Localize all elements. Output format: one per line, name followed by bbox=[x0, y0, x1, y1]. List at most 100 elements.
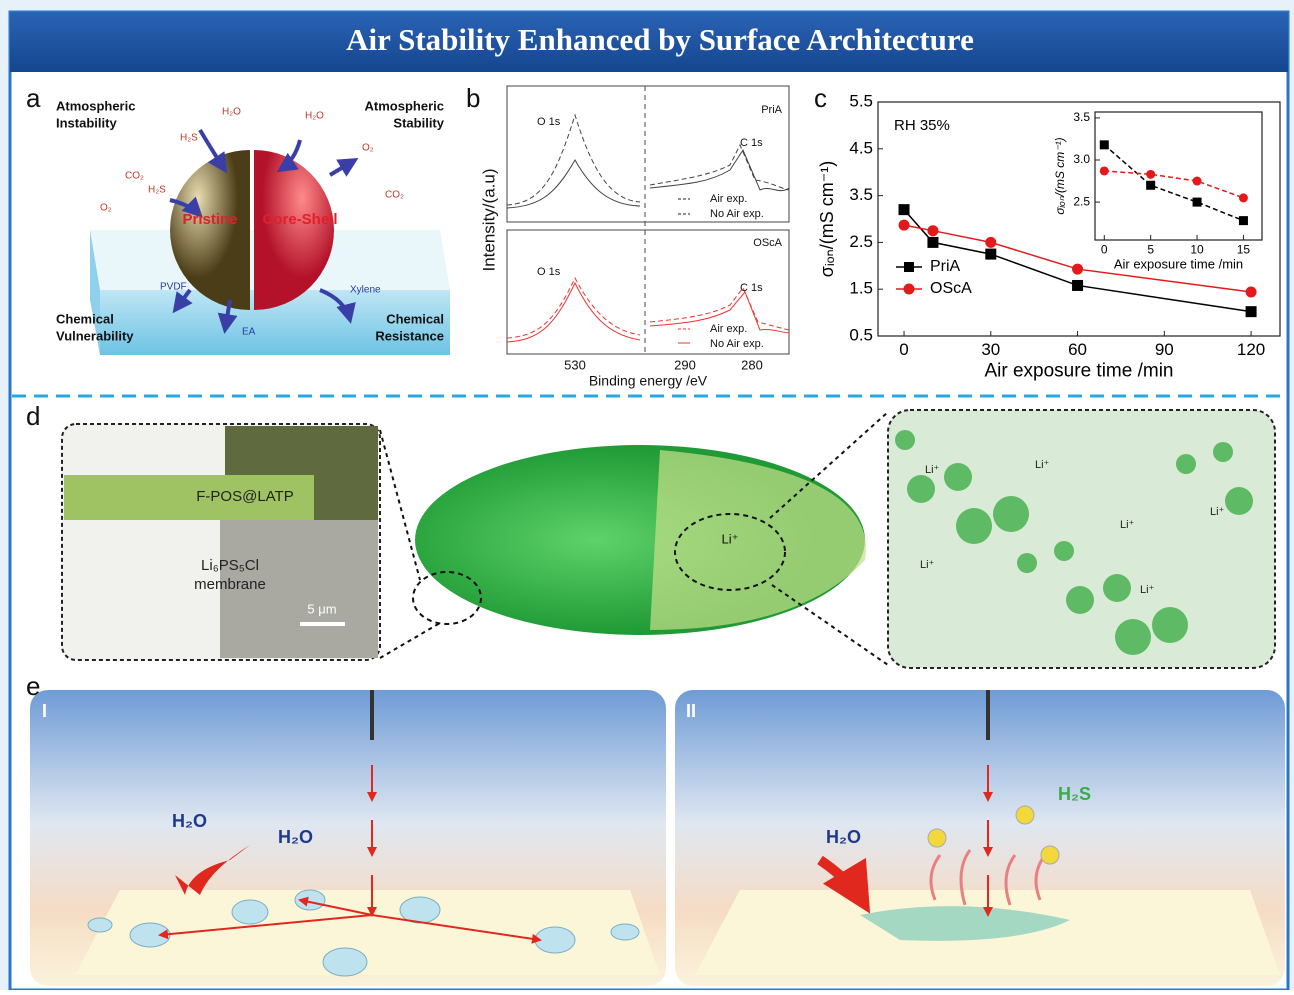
x-tick-label: 290 bbox=[674, 357, 696, 372]
label: Instability bbox=[56, 115, 117, 130]
sample-label: OScA bbox=[753, 237, 782, 249]
legend-label: No Air exp. bbox=[710, 208, 764, 220]
header-title: Air Stability Enhanced by Surface Archit… bbox=[346, 22, 974, 57]
x-tick-label: 10 bbox=[1190, 242, 1204, 256]
data-point bbox=[1146, 170, 1155, 179]
molecule-label: H₂O bbox=[172, 811, 207, 831]
x-tick-label: 0 bbox=[899, 340, 908, 359]
molecule-label: PVDF bbox=[160, 282, 187, 293]
ion-label: Li⁺ bbox=[925, 464, 940, 476]
x-tick-label: 15 bbox=[1237, 242, 1251, 256]
legend-label: Air exp. bbox=[710, 193, 747, 205]
x-tick-label: 90 bbox=[1155, 340, 1174, 359]
data-point bbox=[985, 249, 996, 260]
ion-label: Li⁺ bbox=[920, 559, 935, 571]
molecule-node bbox=[1054, 541, 1074, 561]
data-point bbox=[927, 237, 938, 248]
sphere-label: Pristine bbox=[182, 211, 237, 228]
x-tick-label: 120 bbox=[1237, 340, 1265, 359]
y-tick-label: 4.5 bbox=[849, 138, 873, 157]
peak-label: O 1s bbox=[537, 266, 561, 278]
molecule-label: H₂S bbox=[148, 185, 166, 196]
molecule-node bbox=[1103, 574, 1131, 602]
y-axis-label: Intensity/(a.u) bbox=[479, 169, 498, 272]
molecule-label: H₂O bbox=[222, 107, 241, 118]
data-point bbox=[1239, 216, 1248, 225]
molecule-node bbox=[1176, 454, 1196, 474]
label: Chemical bbox=[386, 311, 444, 326]
data-point bbox=[1246, 287, 1257, 298]
data-point bbox=[1146, 181, 1155, 190]
data-point bbox=[1193, 198, 1202, 207]
label: Stability bbox=[393, 115, 444, 130]
molecule-node bbox=[944, 463, 972, 491]
molecule-node bbox=[1152, 607, 1188, 643]
label: Vulnerability bbox=[56, 328, 134, 343]
data-point bbox=[1072, 280, 1083, 291]
x-tick-label: 30 bbox=[981, 340, 1000, 359]
molecule-node bbox=[956, 508, 992, 544]
panel-e: I II H₂O H₂O H₂O H₂S bbox=[30, 690, 1285, 986]
scale-label: 5 μm bbox=[307, 601, 336, 616]
x-tick-label: 280 bbox=[741, 357, 763, 372]
label: Atmospheric bbox=[365, 98, 444, 113]
annotation: RH 35% bbox=[894, 117, 950, 134]
molecule-label: H₂S bbox=[180, 133, 198, 144]
molecule-node bbox=[1115, 619, 1151, 655]
y-axis-label: σᵢₒₙ/(mS cm⁻¹) bbox=[1053, 137, 1067, 214]
molecule-label: CO₂ bbox=[385, 190, 404, 201]
data-point bbox=[1072, 264, 1083, 275]
plot-frame bbox=[1095, 112, 1262, 240]
molecule-label: H₂O bbox=[826, 827, 861, 847]
molecule-label: O₂ bbox=[362, 143, 374, 154]
x-axis-label: Binding energy /eV bbox=[589, 373, 708, 389]
data-point bbox=[1239, 193, 1248, 202]
label: Li₆PS₅Cl bbox=[201, 557, 259, 574]
molecule-node bbox=[1213, 442, 1233, 462]
molecule-label: Xylene bbox=[350, 285, 381, 296]
label: Resistance bbox=[375, 328, 444, 343]
legend-marker bbox=[904, 262, 914, 272]
y-tick-label: 1.5 bbox=[849, 279, 873, 298]
x-tick-label: 0 bbox=[1101, 242, 1108, 256]
panel-label: c bbox=[814, 83, 827, 113]
peak-label: O 1s bbox=[537, 116, 561, 128]
panel-label: a bbox=[26, 83, 41, 113]
molecule-label: EA bbox=[242, 327, 256, 338]
legend-label: No Air exp. bbox=[710, 338, 764, 350]
legend-marker bbox=[904, 284, 915, 295]
ion-label: Li⁺ bbox=[1210, 506, 1225, 518]
data-point bbox=[899, 204, 910, 215]
legend-label: Air exp. bbox=[710, 323, 747, 335]
data-point bbox=[985, 237, 996, 248]
x-tick-label: 5 bbox=[1147, 242, 1154, 256]
data-point bbox=[899, 220, 910, 231]
data-point bbox=[1246, 306, 1257, 317]
legend-label: OScA bbox=[930, 280, 972, 297]
y-tick-label: 0.5 bbox=[849, 325, 873, 344]
molecule-node bbox=[993, 496, 1029, 532]
peak-label: C 1s bbox=[740, 137, 763, 149]
scene-label: II bbox=[686, 701, 696, 721]
x-tick-label: 530 bbox=[564, 357, 586, 372]
molecule-node bbox=[907, 475, 935, 503]
ion-label: Li⁺ bbox=[1035, 459, 1050, 471]
label: membrane bbox=[194, 576, 266, 593]
label: F-POS@LATP bbox=[196, 488, 293, 505]
data-point bbox=[1100, 166, 1109, 175]
ion-label: Li⁺ bbox=[722, 531, 739, 546]
ion-label: Li⁺ bbox=[1120, 519, 1135, 531]
panel-label: d bbox=[26, 401, 40, 431]
y-tick-label: 5.5 bbox=[849, 91, 873, 110]
legend-label: PriA bbox=[930, 258, 961, 275]
molecule-node bbox=[1017, 553, 1037, 573]
molecule-label: H₂O bbox=[278, 827, 313, 847]
panel-label: b bbox=[466, 83, 480, 113]
y-tick-label: 3.5 bbox=[849, 185, 873, 204]
y-axis-label: σᵢₒₙ/(mS cm⁻¹) bbox=[817, 161, 837, 277]
x-axis-label: Air exposure time /min bbox=[984, 361, 1173, 382]
scene-label: I bbox=[42, 701, 47, 721]
figure: Air Stability Enhanced by Surface Archit… bbox=[0, 0, 1294, 990]
x-axis-label: Air exposure time /min bbox=[1114, 257, 1243, 272]
ion-label: Li⁺ bbox=[1140, 584, 1155, 596]
